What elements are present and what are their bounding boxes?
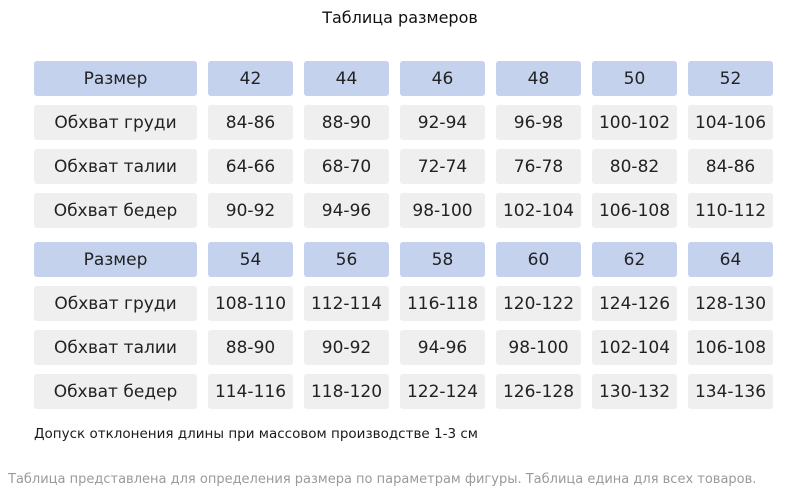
size-cell: 44	[304, 61, 389, 96]
value-cell: 94-96	[304, 193, 389, 228]
value-cell: 94-96	[400, 330, 485, 365]
value-cell: 90-92	[304, 330, 389, 365]
value-cell: 110-112	[688, 193, 773, 228]
footer-disclaimer: Таблица представлена для определения раз…	[8, 472, 757, 487]
waist-row: Обхват талии 64-66 68-70 72-74 76-78 80-…	[34, 149, 776, 184]
value-cell: 102-104	[496, 193, 581, 228]
size-cell: 46	[400, 61, 485, 96]
value-cell: 100-102	[592, 105, 677, 140]
value-cell: 124-126	[592, 286, 677, 321]
tolerance-note: Допуск отклонения длины при массовом про…	[34, 426, 478, 442]
value-cell: 96-98	[496, 105, 581, 140]
size-cell: 60	[496, 242, 581, 277]
value-cell: 118-120	[304, 374, 389, 409]
value-cell: 64-66	[208, 149, 293, 184]
size-cell: 52	[688, 61, 773, 96]
value-cell: 80-82	[592, 149, 677, 184]
chest-row: Обхват груди 108-110 112-114 116-118 120…	[34, 286, 776, 321]
value-cell: 114-116	[208, 374, 293, 409]
value-cell: 122-124	[400, 374, 485, 409]
value-cell: 126-128	[496, 374, 581, 409]
value-cell: 104-106	[688, 105, 773, 140]
value-cell: 108-110	[208, 286, 293, 321]
value-cell: 98-100	[400, 193, 485, 228]
value-cell: 76-78	[496, 149, 581, 184]
value-cell: 106-108	[592, 193, 677, 228]
row-label: Обхват груди	[34, 105, 197, 140]
size-table-1: Размер 42 44 46 48 50 52 Обхват груди 84…	[34, 61, 776, 237]
value-cell: 116-118	[400, 286, 485, 321]
value-cell: 102-104	[592, 330, 677, 365]
size-table-2: Размер 54 56 58 60 62 64 Обхват груди 10…	[34, 242, 776, 418]
value-cell: 130-132	[592, 374, 677, 409]
value-cell: 88-90	[208, 330, 293, 365]
size-cell: 48	[496, 61, 581, 96]
size-cell: 42	[208, 61, 293, 96]
row-label: Обхват талии	[34, 149, 197, 184]
size-header-row: Размер 54 56 58 60 62 64	[34, 242, 776, 277]
page-title: Таблица размеров	[322, 8, 478, 27]
size-cell: 58	[400, 242, 485, 277]
value-cell: 84-86	[208, 105, 293, 140]
size-cell: 50	[592, 61, 677, 96]
size-cell: 62	[592, 242, 677, 277]
value-cell: 98-100	[496, 330, 581, 365]
size-cell: 54	[208, 242, 293, 277]
value-cell: 90-92	[208, 193, 293, 228]
value-cell: 92-94	[400, 105, 485, 140]
row-label: Обхват талии	[34, 330, 197, 365]
header-label: Размер	[34, 61, 197, 96]
value-cell: 84-86	[688, 149, 773, 184]
value-cell: 68-70	[304, 149, 389, 184]
value-cell: 88-90	[304, 105, 389, 140]
size-cell: 64	[688, 242, 773, 277]
value-cell: 134-136	[688, 374, 773, 409]
row-label: Обхват бедер	[34, 193, 197, 228]
row-label: Обхват бедер	[34, 374, 197, 409]
value-cell: 120-122	[496, 286, 581, 321]
hips-row: Обхват бедер 114-116 118-120 122-124 126…	[34, 374, 776, 409]
chest-row: Обхват груди 84-86 88-90 92-94 96-98 100…	[34, 105, 776, 140]
size-header-row: Размер 42 44 46 48 50 52	[34, 61, 776, 96]
header-label: Размер	[34, 242, 197, 277]
hips-row: Обхват бедер 90-92 94-96 98-100 102-104 …	[34, 193, 776, 228]
value-cell: 72-74	[400, 149, 485, 184]
value-cell: 106-108	[688, 330, 773, 365]
value-cell: 112-114	[304, 286, 389, 321]
size-cell: 56	[304, 242, 389, 277]
row-label: Обхват груди	[34, 286, 197, 321]
waist-row: Обхват талии 88-90 90-92 94-96 98-100 10…	[34, 330, 776, 365]
value-cell: 128-130	[688, 286, 773, 321]
